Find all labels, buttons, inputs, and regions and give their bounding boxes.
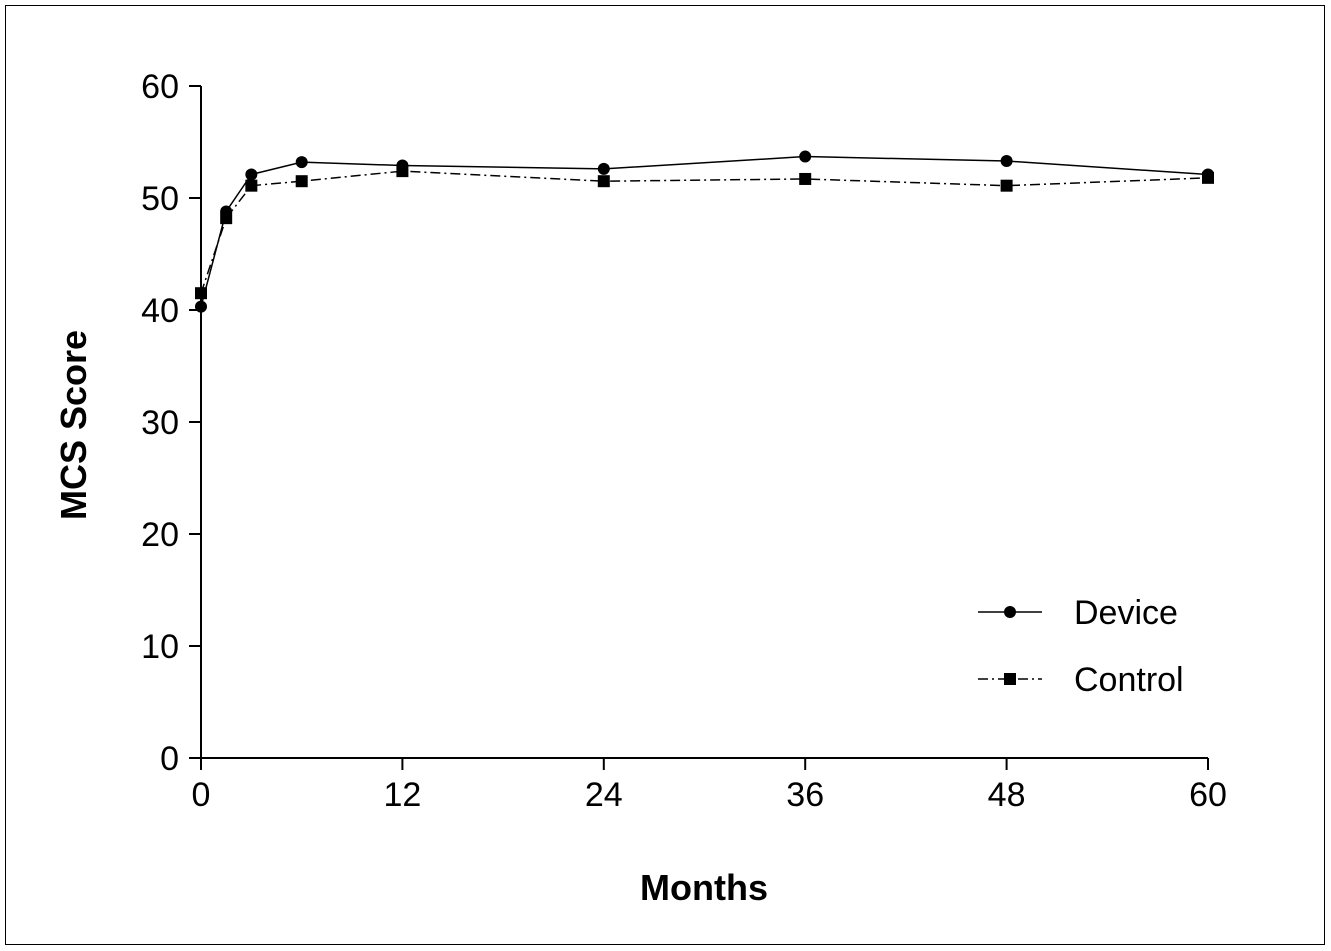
x-tick-label-0: 0 <box>192 776 211 814</box>
x-axis-title: Months <box>640 867 768 908</box>
series-layer <box>195 150 1214 313</box>
y-tick-label-60: 60 <box>141 68 179 106</box>
legend-device-label: Device <box>1074 594 1178 632</box>
y-tick-label-20: 20 <box>141 516 179 554</box>
axes <box>200 86 1208 759</box>
series-control-point-3 <box>295 175 308 188</box>
series-device-line <box>200 155 1209 307</box>
x-tick-label-48: 48 <box>988 776 1026 814</box>
series-device-point-7 <box>1000 155 1013 168</box>
legend: Device Control <box>978 594 1184 699</box>
series-device <box>195 150 1214 313</box>
series-device-point-3 <box>295 156 308 169</box>
y-tick-label-40: 40 <box>141 292 179 330</box>
y-ticks: 0 10 20 30 40 50 60 <box>141 68 201 778</box>
y-axis-title: MCS Score <box>53 330 94 520</box>
x-tick-label-24: 24 <box>585 776 623 814</box>
series-control-point-0 <box>195 287 207 300</box>
legend-control-marker <box>1004 673 1016 685</box>
series-control-point-6 <box>799 172 812 185</box>
figure-frame <box>5 5 1325 945</box>
y-tick-label-30: 30 <box>141 404 179 442</box>
series-device-point-0 <box>195 300 207 313</box>
series-control-line <box>200 170 1209 294</box>
x-tick-label-36: 36 <box>786 776 824 814</box>
y-tick-label-10: 10 <box>141 628 179 666</box>
series-device-point-5 <box>597 162 610 175</box>
series-control-point-5 <box>597 175 610 188</box>
legend-device-marker <box>1004 606 1016 618</box>
y-tick-label-50: 50 <box>141 180 179 218</box>
legend-control-label: Control <box>1074 661 1184 699</box>
x-tick-label-12: 12 <box>383 776 421 814</box>
y-tick-label-0: 0 <box>160 740 179 778</box>
series-control-point-8 <box>1202 171 1214 184</box>
series-control-point-2 <box>245 179 258 192</box>
x-ticks: 0 12 24 36 48 60 <box>192 758 1227 814</box>
series-control-point-4 <box>396 165 409 178</box>
x-tick-label-60: 60 <box>1189 776 1227 814</box>
series-device-point-2 <box>245 168 258 181</box>
series-device-point-6 <box>799 150 812 163</box>
series-control-point-7 <box>1000 179 1013 192</box>
series-control <box>195 165 1214 300</box>
series-control-point-1 <box>220 212 233 225</box>
